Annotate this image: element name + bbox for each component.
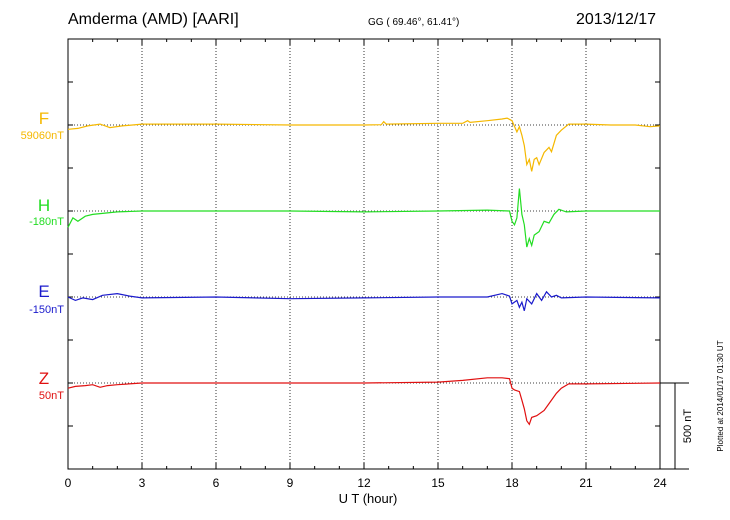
x-tick-label: 0 [65,476,72,490]
baseline-value-e: -150nT [29,304,64,316]
series-line-h [67,188,660,248]
date-label: 2013/12/17 [576,11,657,28]
scale-bar: 500 nT [660,382,694,470]
x-tick-label: 18 [505,476,519,490]
series-line-z [67,377,661,426]
x-ticks: 0 3 6 9 12 15 18 21 24 [65,39,667,490]
x-tick-label: 24 [653,476,667,490]
x-tick-label: 21 [579,476,593,490]
y-ticks [68,81,660,427]
x-tick-label: 3 [139,476,146,490]
scale-bar-label: 500 nT [682,409,694,444]
plotted-timestamp: Plotted at 2014/01/17 01:30 UT [716,340,725,451]
grid-lines [141,39,587,469]
component-labels: F 59060nT H-180nT E -150nT Z 50nT [21,109,65,402]
component-label-e: E [38,282,49,301]
series-line-f [67,117,661,172]
x-axis-label: U T (hour) [339,491,398,506]
component-label-z: Z [39,369,49,388]
x-tick-label: 6 [213,476,220,490]
baseline-value-f: 59060nT [21,130,65,142]
component-label-f: F [39,109,49,128]
station-title: Amderma (AMD) [AARI] [68,11,239,28]
x-tick-label: 12 [357,476,371,490]
x-tick-label: 15 [431,476,445,490]
series-line-e [67,290,661,311]
coordinates-label: GG ( 69.46°, 61.41°) [368,17,460,28]
component-label-h: H [38,196,50,215]
baseline-value-h: -180nT [29,216,64,228]
baseline-value-z: 50nT [39,390,64,402]
baselines [68,124,660,384]
plot-frame [67,38,661,470]
x-tick-label: 9 [287,476,294,490]
series-group [67,117,661,426]
